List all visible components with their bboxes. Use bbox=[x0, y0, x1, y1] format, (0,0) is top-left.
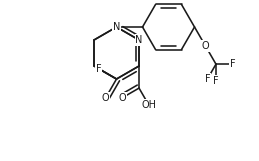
Text: N: N bbox=[113, 22, 120, 32]
Text: O: O bbox=[102, 93, 109, 103]
Text: O: O bbox=[118, 93, 126, 103]
Text: N: N bbox=[135, 35, 143, 45]
Text: F: F bbox=[96, 64, 101, 74]
Text: F: F bbox=[205, 74, 210, 84]
Text: O: O bbox=[202, 41, 209, 51]
Text: OH: OH bbox=[141, 100, 156, 110]
Text: F: F bbox=[213, 76, 219, 86]
Text: F: F bbox=[230, 59, 236, 69]
